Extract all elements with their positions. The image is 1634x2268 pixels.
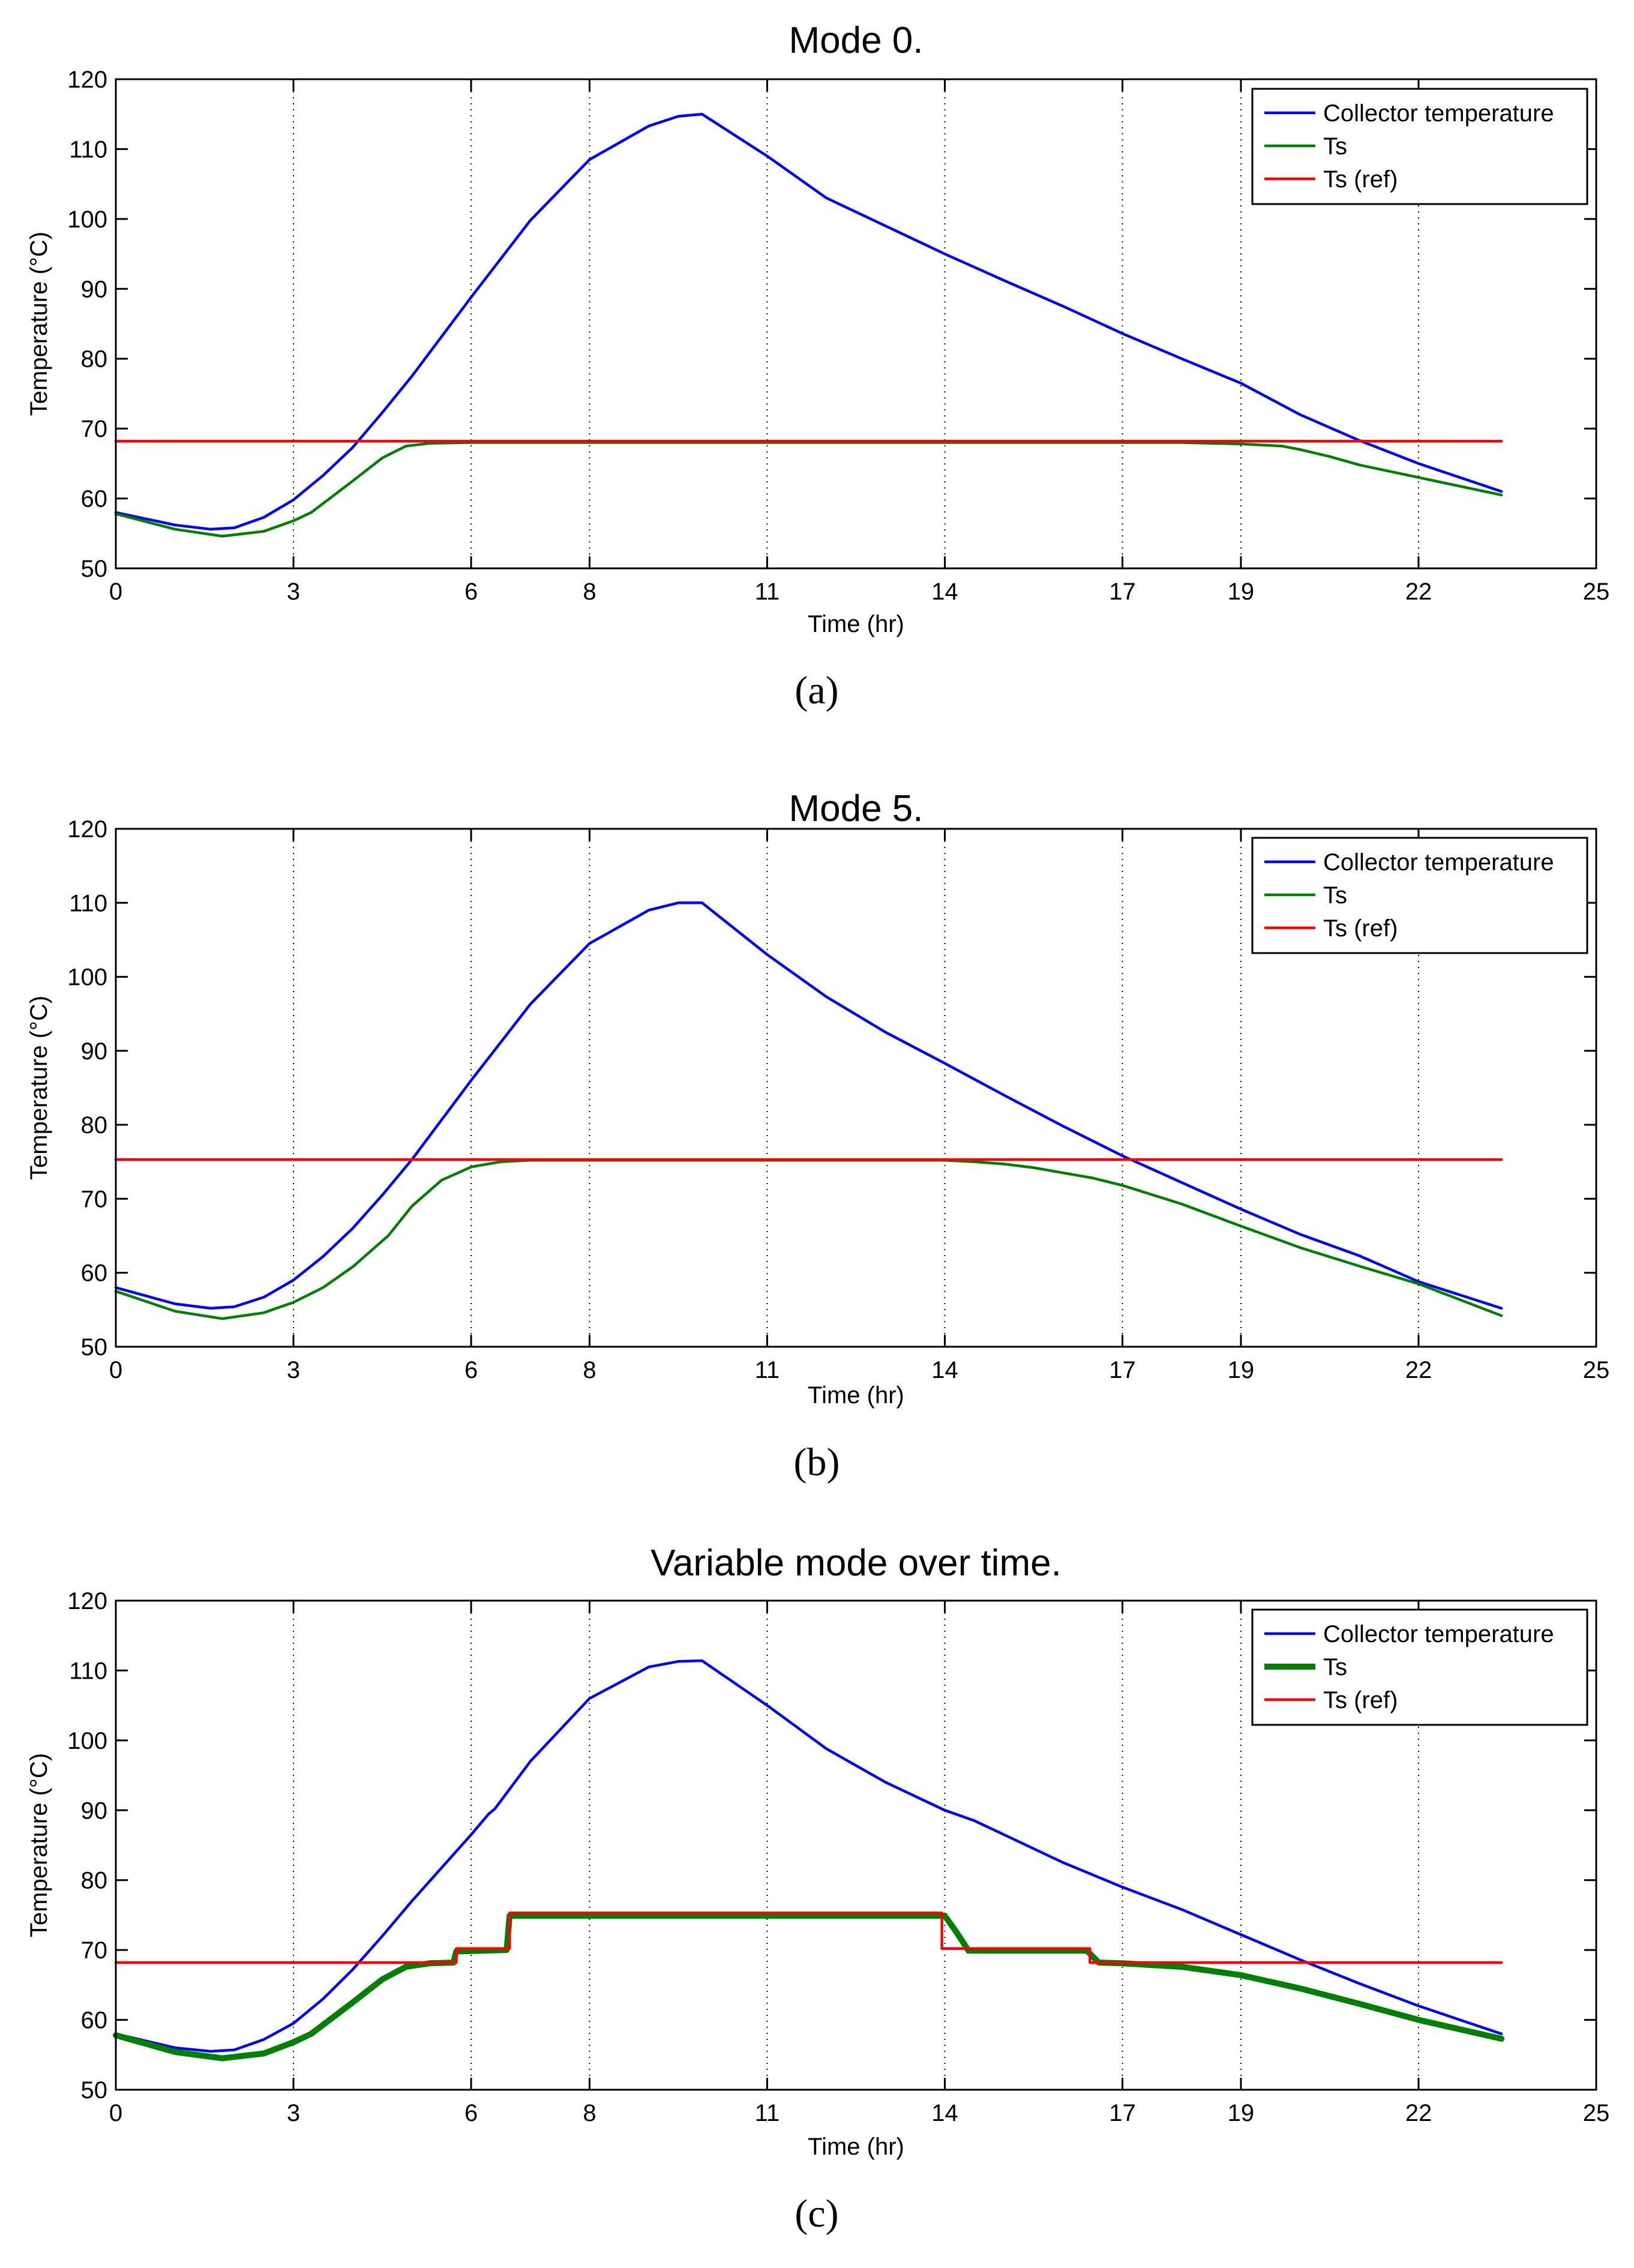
y-axis-label: Temperature (°C) (26, 1753, 52, 1937)
legend-label: Collector temperature (1323, 100, 1554, 127)
legend-label: Ts (ref) (1323, 915, 1398, 942)
y-tick-label: 90 (81, 276, 108, 302)
x-tick-label: 6 (464, 1357, 478, 1383)
y-tick-label: 90 (81, 1797, 108, 1824)
y-tick-label: 60 (81, 2008, 108, 2034)
panel-caption: (c) (794, 2192, 838, 2236)
x-tick-label: 11 (755, 579, 780, 605)
x-tick-label: 11 (755, 1357, 780, 1383)
x-tick-label: 3 (287, 2100, 300, 2126)
y-tick-label: 80 (81, 346, 108, 373)
x-tick-label: 14 (931, 1357, 958, 1383)
chart-panel-b: 0 3 6 8 11 14 17 19 22 25 50 60 70 80 90 100 110 120 Mode … (26, 788, 1609, 1484)
y-axis-label: Temperature (°C) (26, 232, 52, 416)
chart-title: Mode 5. (788, 788, 923, 829)
x-tick-label: 11 (755, 2100, 780, 2126)
y-tick-label: 110 (69, 890, 107, 916)
legend-label: Collector temperature (1323, 849, 1554, 876)
legend-label: Collector temperature (1323, 1621, 1554, 1647)
x-tick-label: 14 (931, 2100, 958, 2126)
y-tick-label: 60 (81, 486, 108, 513)
x-tick-label: 6 (464, 579, 478, 605)
series-line-ts-ref (114, 1912, 1503, 1964)
legend-label: Ts (1323, 133, 1347, 160)
x-tick-label: 19 (1228, 2100, 1255, 2126)
y-tick-label: 110 (69, 1658, 107, 1684)
y-tick-label: 70 (81, 416, 108, 442)
x-tick-label: 8 (583, 1357, 596, 1383)
legend: Collector temperature Ts Ts (ref) (1251, 88, 1588, 205)
y-tick-label: 110 (69, 136, 107, 163)
axes-frame (115, 828, 1597, 1348)
x-axis-label: Time (hr) (808, 2134, 904, 2160)
y-tick-label: 70 (81, 1186, 108, 1212)
chart-panel-a: 0 3 6 8 11 14 17 19 22 25 50 60 70 80 90 100 110 120 Mode … (26, 20, 1609, 712)
x-tick-label: 25 (1583, 579, 1610, 605)
x-tick-label: 14 (931, 579, 958, 605)
x-tick-label: 0 (109, 1357, 122, 1383)
series-line-ts (114, 441, 1503, 538)
x-tick-label: 22 (1405, 1357, 1432, 1383)
x-tick-label: 17 (1109, 1357, 1136, 1383)
legend-label: Ts (ref) (1323, 166, 1398, 193)
y-tick-label: 100 (67, 206, 107, 233)
x-tick-label: 6 (464, 2100, 478, 2126)
legend-label: Ts (1323, 1654, 1347, 1680)
y-tick-label: 80 (81, 1868, 108, 1894)
legend: Collector temperature Ts Ts (ref) (1251, 1608, 1588, 1726)
x-axis-label: Time (hr) (808, 611, 904, 637)
y-tick-label: 80 (81, 1112, 108, 1139)
series-line-collector-temperature (114, 901, 1503, 1310)
y-axis-label: Temperature (°C) (26, 996, 52, 1180)
chart-title: Mode 0. (788, 20, 923, 61)
x-tick-label: 0 (109, 579, 122, 605)
x-tick-label: 19 (1228, 579, 1255, 605)
x-tick-label: 17 (1109, 2100, 1136, 2126)
y-tick-label: 100 (67, 1728, 107, 1754)
y-tick-label: 50 (81, 1334, 108, 1361)
y-tick-label: 100 (67, 964, 107, 991)
legend-label: Ts (ref) (1323, 1687, 1398, 1713)
panel-caption: (b) (794, 1440, 840, 1484)
y-tick-label: 50 (81, 2077, 108, 2104)
y-tick-label: 120 (67, 816, 107, 843)
series-line-ts (113, 1913, 1505, 2062)
chart-title: Variable mode over time. (650, 1542, 1062, 1584)
legend-label: Ts (1323, 882, 1347, 909)
x-tick-label: 25 (1583, 2100, 1610, 2126)
y-tick-label: 70 (81, 1937, 108, 1964)
series-line-collector-temperature (114, 112, 1503, 531)
panel-caption: (a) (794, 669, 838, 712)
x-tick-label: 3 (287, 579, 300, 605)
x-tick-label: 25 (1583, 1357, 1610, 1383)
y-tick-label: 50 (81, 556, 108, 582)
series-line-collector-temperature (114, 1659, 1503, 2053)
y-tick-label: 120 (67, 1588, 107, 1614)
x-tick-label: 8 (583, 2100, 596, 2126)
x-axis-label: Time (hr) (808, 1382, 904, 1409)
y-tick-label: 120 (67, 67, 107, 93)
y-tick-label: 60 (81, 1260, 108, 1287)
x-tick-label: 3 (287, 1357, 300, 1383)
axes-frame (115, 1599, 1597, 2091)
chart-panel-c: 0 3 6 8 11 14 17 19 22 25 50 60 70 80 90 100 110 120 Varia… (26, 1542, 1609, 2236)
legend: Collector temperature Ts Ts (ref) (1251, 837, 1588, 954)
axes-frame (115, 78, 1597, 570)
x-tick-label: 17 (1109, 579, 1136, 605)
x-tick-label: 8 (583, 579, 596, 605)
y-tick-label: 90 (81, 1038, 108, 1065)
x-tick-label: 22 (1405, 2100, 1432, 2126)
x-tick-label: 0 (109, 2100, 122, 2126)
x-tick-label: 22 (1405, 579, 1432, 605)
x-tick-label: 19 (1228, 1357, 1255, 1383)
